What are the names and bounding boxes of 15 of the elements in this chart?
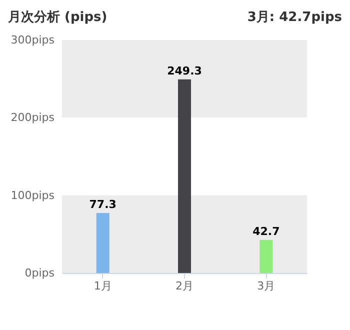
chart-subtitle: 3月: 42.7pips bbox=[247, 9, 342, 26]
y-tick-label: 300pips bbox=[10, 34, 55, 46]
data-label: 42.7 bbox=[252, 224, 280, 238]
bar bbox=[178, 79, 191, 273]
y-tick-label: 200pips bbox=[10, 111, 55, 124]
x-tick-label: 1月 bbox=[94, 280, 112, 292]
x-tick-label: 3月 bbox=[257, 280, 276, 292]
data-label: 249.3 bbox=[167, 64, 202, 78]
y-tick-label: 100pips bbox=[10, 188, 55, 202]
y-tick-label: 0pips bbox=[24, 266, 55, 280]
bar bbox=[96, 212, 110, 273]
chart-title: 月次分析 (pips) bbox=[8, 9, 108, 26]
data-label: 77.3 bbox=[89, 198, 116, 211]
bar bbox=[260, 240, 273, 273]
x-tick-label: 2月 bbox=[176, 280, 194, 292]
